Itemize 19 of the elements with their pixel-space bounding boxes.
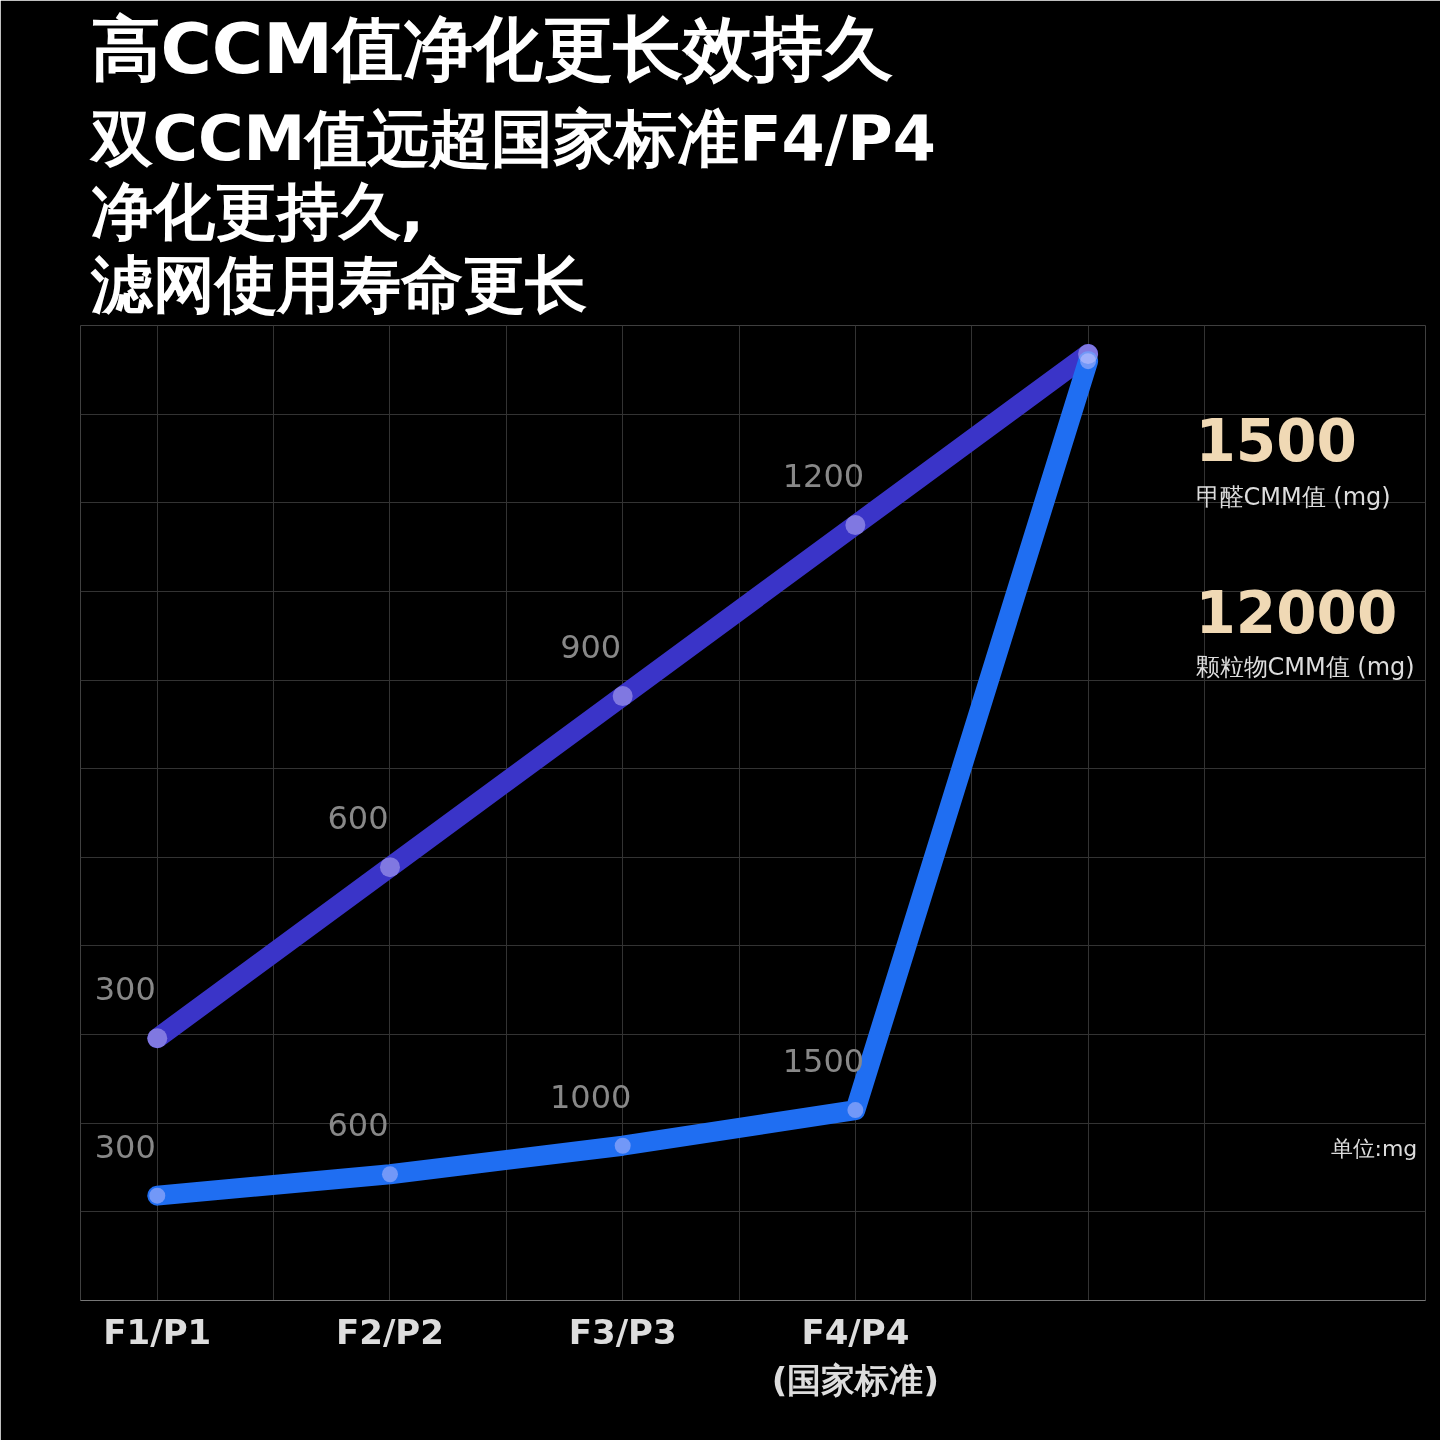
data-label: 600 — [327, 1106, 389, 1145]
x-tick-label: F2/P2 — [336, 1311, 444, 1352]
annotation: 颗粒物CMM值 (mg) — [1195, 652, 1415, 681]
data-label: 1000 — [549, 1077, 632, 1116]
x-tick-label: F3/P3 — [568, 1311, 677, 1352]
x-tick-label: F1/P1 — [103, 1311, 212, 1352]
annotation: 甲醛CMM值 (mg) — [1195, 482, 1391, 511]
chart-subtitle: 双CCM值远超国家标准F4/P4 净化更持久, 滤网使用寿命更长 — [88, 101, 936, 321]
data-label: 1200 — [782, 457, 865, 496]
data-label: 900 — [560, 628, 622, 667]
x-tick-label: F4/P4 (国家标准) — [771, 1311, 939, 1400]
chart-title: 高CCM值净化更长效持久 — [90, 7, 893, 90]
annotation: 1500 — [1195, 406, 1357, 475]
data-label: 300 — [94, 1127, 156, 1166]
data-label: 1500 — [782, 1042, 865, 1081]
data-label: 600 — [327, 799, 389, 838]
annotation: 12000 — [1195, 578, 1398, 647]
data-label: 300 — [94, 970, 156, 1009]
text: 单位:mg — [1330, 1135, 1418, 1161]
